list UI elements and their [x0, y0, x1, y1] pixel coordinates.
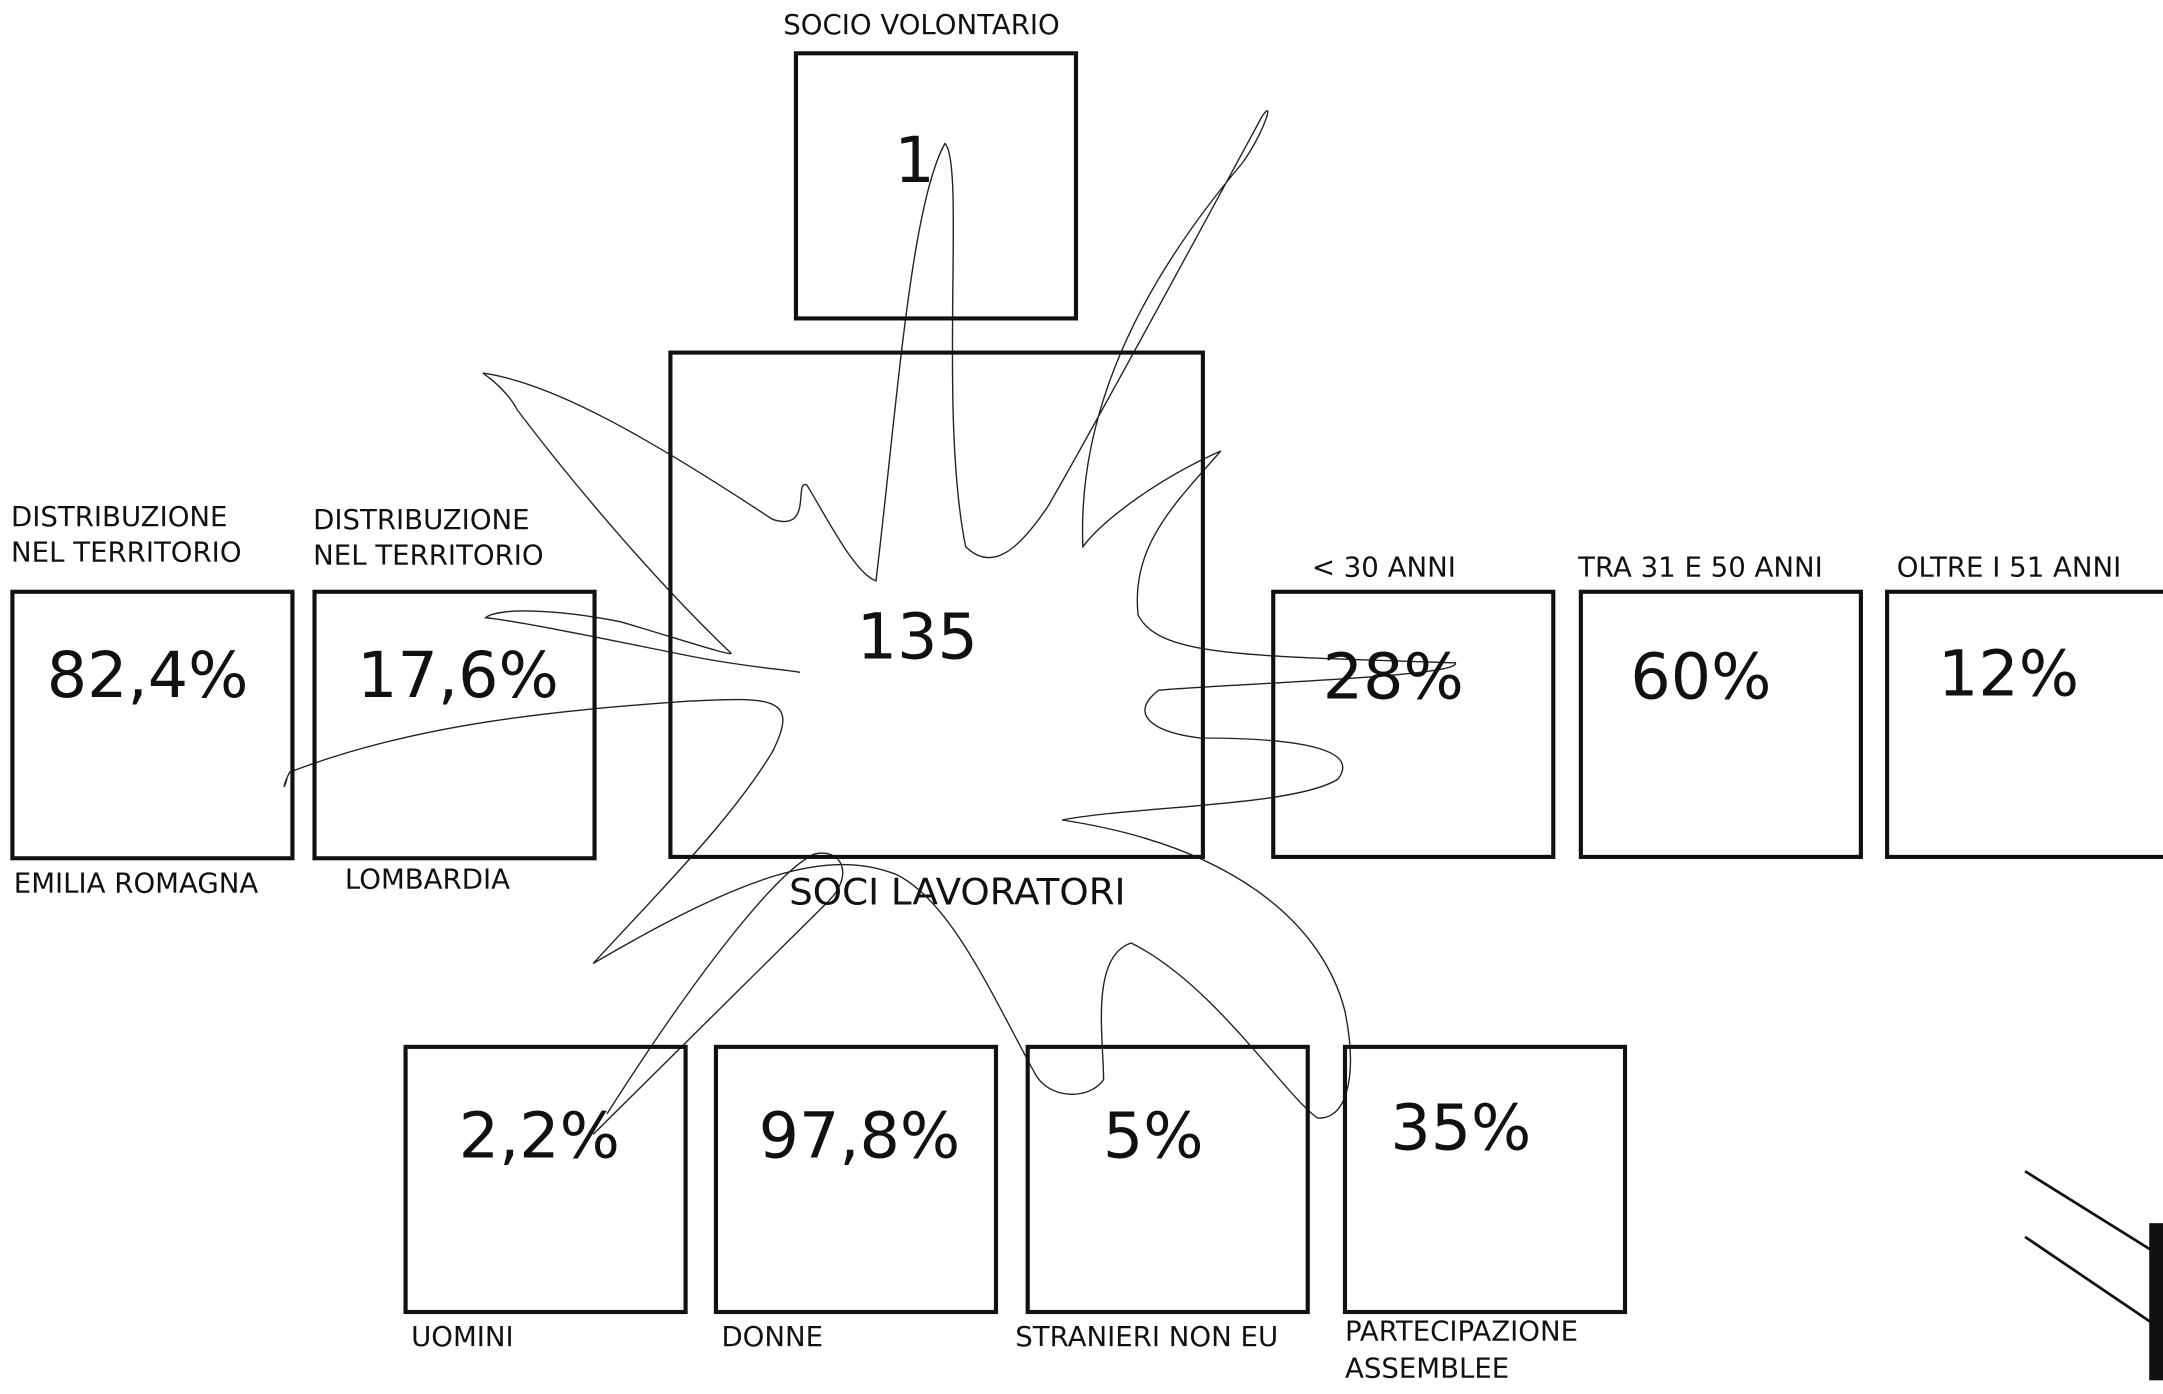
box-label: DONNE — [721, 1322, 823, 1353]
box — [713, 1044, 999, 1315]
decor-line — [2024, 1170, 2153, 1252]
scribbles — [283, 109, 1457, 1135]
box-value: 35% — [1390, 1091, 1531, 1165]
box-value: 5% — [1103, 1099, 1204, 1173]
box-header: DISTRIBUZIONE — [313, 505, 529, 536]
box-label: EMILIA ROMAGNA — [14, 869, 259, 900]
box-label: UOMINI — [411, 1322, 514, 1353]
box — [1271, 589, 1556, 859]
box-label: PARTECIPAZIONE — [1345, 1317, 1578, 1348]
box-label: STRANIERI NON EU — [1015, 1322, 1278, 1353]
box — [403, 1044, 688, 1315]
box-header: NEL TERRITORIO — [313, 541, 544, 572]
box-value: 97,8% — [759, 1099, 961, 1173]
box-header: DISTRIBUZIONE — [11, 502, 227, 533]
decor-bar — [2149, 1223, 2163, 1381]
box-value: 135 — [857, 600, 978, 674]
box — [10, 589, 295, 861]
box-value: 28% — [1323, 640, 1464, 714]
box-value: 82,4% — [47, 638, 249, 712]
box — [793, 51, 1079, 321]
box-value: 17,6% — [357, 638, 559, 712]
box-header: SOCIO VOLONTARIO — [783, 10, 1059, 41]
box-value: 60% — [1630, 640, 1771, 714]
box-label: ASSEMBLEE — [1345, 1354, 1509, 1385]
box — [1342, 1044, 1628, 1315]
box — [312, 589, 597, 861]
corner-decoration — [2024, 1170, 2163, 1381]
box — [668, 350, 1205, 859]
scribble — [592, 852, 844, 1135]
box-header: NEL TERRITORIO — [11, 538, 242, 569]
box-value: 2,2% — [459, 1099, 620, 1173]
box-label: LOMBARDIA — [345, 864, 510, 895]
box-value: 12% — [1938, 637, 2079, 711]
scribble — [283, 109, 1457, 1119]
decor-line — [2024, 1235, 2153, 1325]
box — [1578, 589, 1863, 859]
scribble — [482, 372, 801, 674]
box-header: OLTRE I 51 ANNI — [1897, 553, 2122, 584]
box — [1885, 589, 2163, 859]
box-label: SOCI LAVORATORI — [789, 871, 1125, 914]
box-header: < 30 ANNI — [1312, 553, 1456, 584]
box-value: 1 — [894, 123, 934, 197]
box-header: TRA 31 E 50 ANNI — [1577, 553, 1823, 584]
box — [1025, 1044, 1310, 1315]
